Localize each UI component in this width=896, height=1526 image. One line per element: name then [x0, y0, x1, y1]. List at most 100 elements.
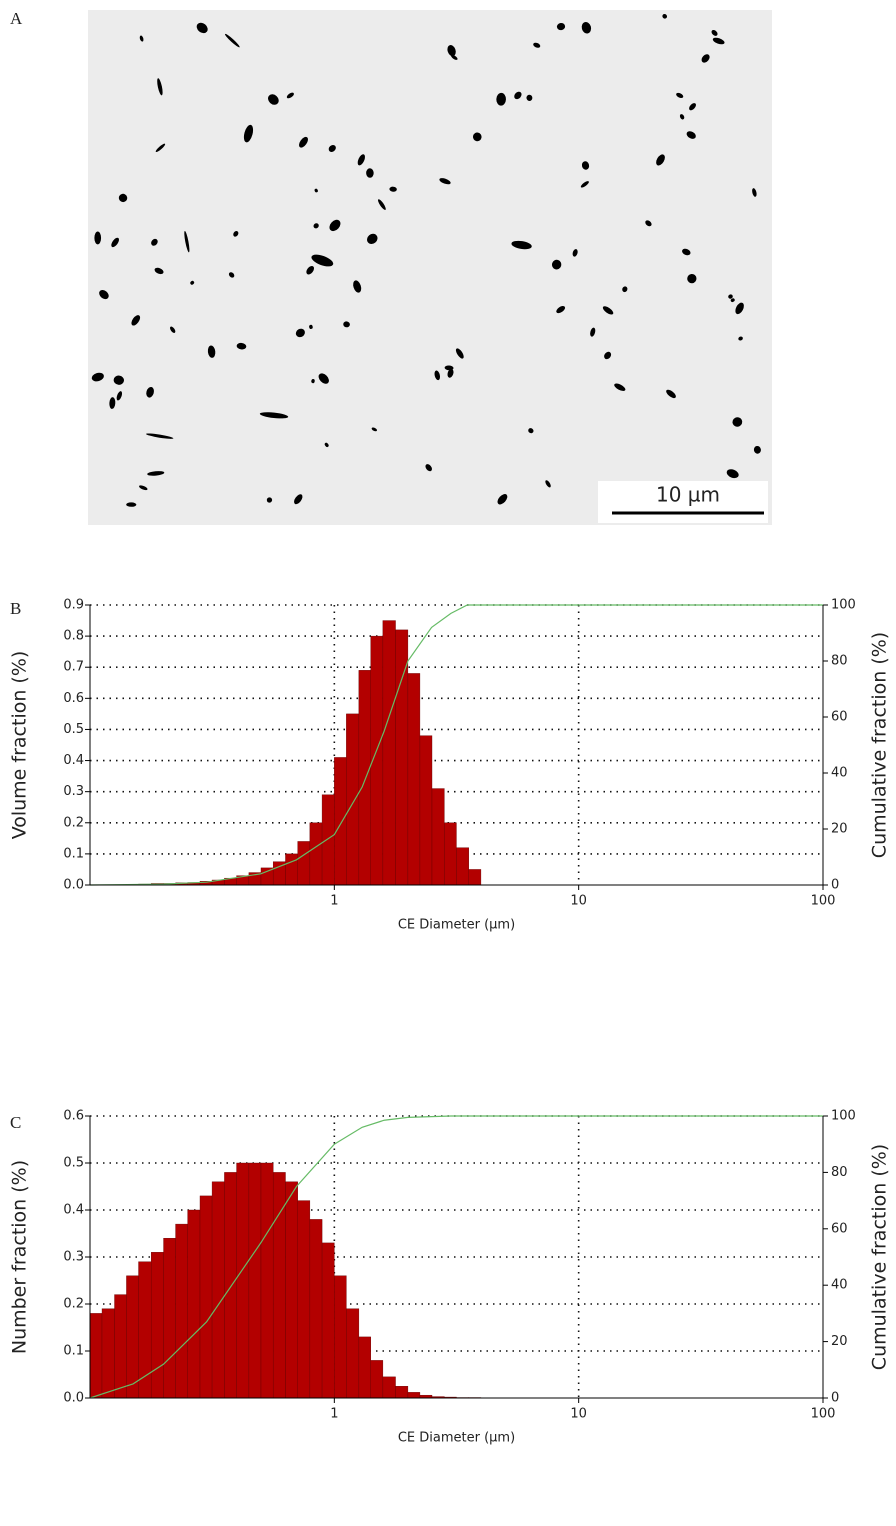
particle [581, 161, 590, 170]
x-tick-label: 10 [570, 1407, 587, 1422]
bar [419, 735, 433, 886]
particle [732, 417, 743, 427]
particle [268, 94, 279, 105]
y-tick-label: 0.6 [63, 691, 84, 706]
particle [131, 315, 141, 326]
particle [645, 220, 652, 227]
particle [228, 272, 235, 278]
particle [701, 54, 710, 63]
particle [545, 480, 551, 488]
particle [259, 412, 289, 419]
particle [324, 442, 329, 448]
micrograph [88, 10, 772, 525]
particle [111, 237, 120, 248]
particle [225, 33, 240, 48]
y-tick-label: 0.6 [63, 1109, 84, 1124]
bar [407, 673, 421, 886]
y-tick-label: 0.0 [63, 1391, 84, 1406]
particle [294, 494, 303, 505]
bar [114, 1294, 127, 1399]
particle [151, 238, 158, 246]
particle [526, 94, 533, 101]
particle [666, 389, 676, 399]
particle [146, 433, 174, 439]
particle [514, 91, 522, 100]
y2-tick-label: 0 [831, 1391, 839, 1406]
particle [118, 193, 128, 203]
particle [295, 328, 305, 338]
x-tick-label: 10 [570, 894, 587, 909]
particle [99, 289, 109, 300]
particle [511, 240, 532, 250]
y2-tick-label: 40 [831, 766, 848, 781]
particle [496, 92, 506, 106]
particle [447, 45, 456, 57]
bar [358, 670, 371, 886]
particle [735, 302, 744, 315]
particle [738, 336, 743, 341]
bar [395, 1386, 409, 1399]
particle [309, 324, 313, 329]
y2-axis-title: Cumulative fraction (%) [869, 632, 891, 858]
particle [311, 254, 334, 267]
bar [456, 847, 469, 886]
particle [314, 188, 318, 193]
y-tick-label: 0.2 [63, 1297, 84, 1312]
bar [187, 1209, 201, 1399]
bar [260, 867, 274, 886]
panel-label: C [10, 1113, 21, 1132]
particle [556, 305, 566, 314]
particle [139, 485, 148, 491]
particle [455, 348, 464, 359]
particle [676, 92, 684, 98]
y2-tick-label: 40 [831, 1278, 848, 1293]
bar [468, 869, 482, 886]
bar [358, 1336, 371, 1399]
particle [286, 92, 294, 99]
particle [602, 306, 614, 315]
particle [366, 168, 374, 178]
y2-axis-title: Cumulative fraction (%) [869, 1144, 891, 1370]
particle [528, 428, 534, 434]
bar [236, 1162, 250, 1399]
particle [581, 22, 592, 34]
bar [444, 822, 457, 886]
particle [439, 178, 451, 185]
particle [147, 471, 165, 476]
bar [382, 1376, 396, 1399]
particle [116, 391, 123, 401]
particle [682, 248, 691, 256]
bar [334, 757, 347, 886]
y2-tick-label: 60 [831, 710, 848, 725]
y2-tick-label: 100 [831, 1109, 856, 1124]
scale-bar-box [598, 481, 768, 523]
bar [309, 1219, 323, 1399]
panel-label: A [10, 9, 23, 28]
particle [266, 497, 273, 503]
bar [297, 841, 311, 886]
y-tick-label: 0.5 [63, 722, 84, 737]
cumulative-line [89, 1115, 823, 1399]
x-axis-title: CE Diameter (µm) [398, 918, 515, 933]
particle [329, 219, 341, 232]
bar [285, 1181, 298, 1399]
particle [551, 259, 562, 270]
particle [604, 351, 612, 360]
particle [434, 370, 441, 381]
particle [580, 181, 589, 188]
y2-tick-label: 80 [831, 1165, 848, 1180]
y-axis-title: Number fraction (%) [9, 1160, 31, 1354]
particle [367, 233, 378, 245]
x-axis-title: CE Diameter (µm) [398, 1431, 515, 1446]
bar [175, 1223, 188, 1399]
particle [109, 397, 116, 409]
particle [196, 22, 208, 34]
particle [726, 469, 739, 479]
particle [728, 294, 733, 299]
particle [328, 144, 336, 152]
particle [170, 326, 176, 333]
bar [138, 1261, 152, 1399]
bar [248, 1162, 262, 1399]
particle [711, 29, 718, 36]
particle [656, 154, 665, 166]
